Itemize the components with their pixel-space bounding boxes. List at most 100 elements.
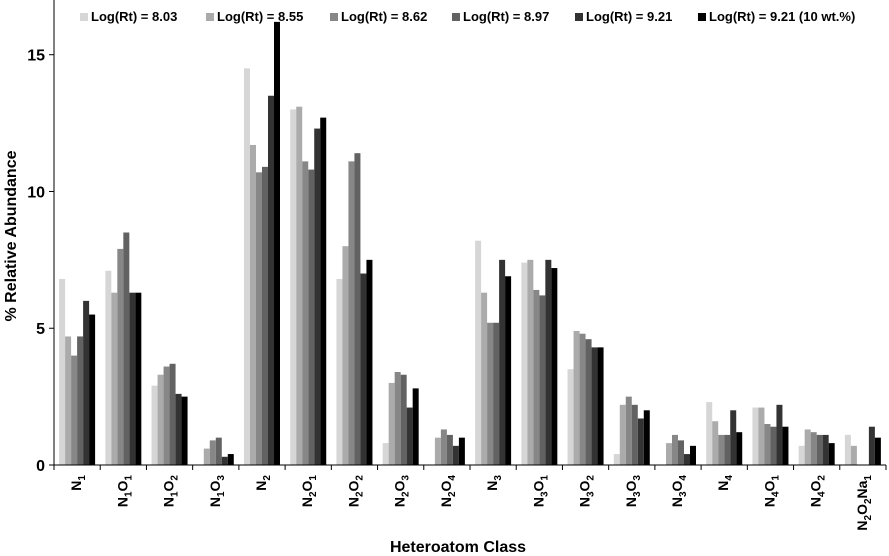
x-tick-label-element: N bbox=[345, 497, 361, 507]
x-tick-label-subscript: 1 bbox=[170, 491, 181, 497]
y-axis-title: % Relative Abundance bbox=[3, 150, 20, 321]
axes-group: 0 5 10 15 N1​ N1​O1​ N1​O2​ N1​O3​ N2​ N2​O1​ N2​O… bbox=[27, 0, 887, 531]
bar-series-5-category-8 bbox=[406, 407, 413, 465]
x-tick-label-subscript: 2 bbox=[262, 475, 273, 481]
x-tick-label-element: O bbox=[438, 480, 454, 491]
bar-series-4-category-5 bbox=[262, 166, 268, 465]
bar-series-4-category-2 bbox=[123, 232, 130, 465]
x-tick-label-subscript: 4 bbox=[447, 475, 458, 481]
bar-series-1-category-7 bbox=[336, 279, 343, 465]
bar-series-1-category-3 bbox=[151, 385, 158, 465]
x-tick-label: N2​O1​ bbox=[299, 475, 319, 508]
bar-series-1-category-6 bbox=[290, 109, 297, 465]
x-tick-label-subscript: 2 bbox=[308, 491, 319, 497]
x-tick-label-subscript: 3 bbox=[586, 491, 597, 497]
x-tick-label-element: O bbox=[808, 480, 824, 491]
bar-series-3-category-1 bbox=[71, 355, 78, 465]
x-tick-label-subscript: 4 bbox=[724, 475, 735, 481]
bar-series-2-category-12 bbox=[573, 330, 580, 465]
bar-series-4-category-6 bbox=[308, 169, 315, 465]
x-tick-label-subscript: 2 bbox=[354, 475, 365, 481]
bar-series-2-category-8 bbox=[388, 382, 395, 465]
bar-series-1-category-15 bbox=[706, 402, 713, 465]
bar-series-6-category-7 bbox=[366, 259, 373, 465]
legend: Log(Rt) = 8.03 Log(Rt) = 8.55 Log(Rt) = 8.… bbox=[80, 9, 855, 24]
legend-swatch-6 bbox=[698, 13, 706, 21]
x-tick-label: N2​O3​ bbox=[392, 475, 412, 508]
x-tick-label-element: N bbox=[854, 520, 870, 530]
x-tick-label-element: N bbox=[761, 497, 777, 507]
x-tick-label-subscript: 1 bbox=[123, 491, 134, 497]
x-tick-label-subscript: 3 bbox=[493, 475, 504, 481]
x-tick-label-element: N bbox=[392, 497, 408, 507]
bar-series-3-category-13 bbox=[625, 396, 632, 465]
bar-series-3-category-9 bbox=[440, 429, 447, 465]
bar-series-2-category-1 bbox=[65, 336, 72, 465]
x-tick-label: N4​ bbox=[715, 475, 735, 491]
bar-series-2-category-6 bbox=[296, 106, 303, 466]
bar-series-6-category-13 bbox=[643, 410, 650, 465]
x-tick-label-element: N bbox=[669, 497, 685, 507]
bar-series-4-category-4 bbox=[215, 437, 222, 465]
bar-series-4-category-17 bbox=[816, 434, 823, 465]
x-tick-label-element: O bbox=[761, 480, 777, 491]
bar-series-4-category-3 bbox=[169, 363, 176, 465]
bar-series-3-category-14 bbox=[672, 434, 678, 465]
x-tick-label-element: N bbox=[438, 497, 454, 507]
x-tick-label-element: O bbox=[345, 480, 361, 491]
bar-series-4-category-8 bbox=[400, 374, 407, 465]
x-tick-label: N4​O1​ bbox=[761, 475, 781, 508]
x-tick-label-element: O bbox=[577, 480, 593, 491]
bar-series-5-category-15 bbox=[730, 410, 737, 465]
x-tick-label-subscript: 1 bbox=[539, 475, 550, 481]
bar-series-6-category-9 bbox=[458, 437, 465, 465]
bar-series-3-category-2 bbox=[117, 248, 124, 465]
bar-series-1-category-18 bbox=[844, 434, 851, 465]
legend-label-1: Log(Rt) = 8.03 bbox=[91, 9, 177, 24]
y-tick-label: 10 bbox=[27, 184, 45, 201]
x-tick-label-element: N bbox=[253, 481, 269, 491]
x-tick-label-subscript: 2 bbox=[586, 475, 597, 481]
x-tick-label-subscript: 2 bbox=[863, 498, 874, 504]
bar-series-5-category-5 bbox=[268, 95, 274, 466]
x-tick-label-subscript: 2 bbox=[170, 475, 181, 481]
x-tick-label-element: N bbox=[530, 497, 546, 507]
x-tick-label: N2​O2​Na1​ bbox=[854, 475, 874, 531]
legend-swatch-4 bbox=[452, 13, 460, 21]
bar-series-5-category-6 bbox=[314, 128, 321, 465]
x-tick-label: N4​O2​ bbox=[808, 475, 828, 508]
bar-series-2-category-16 bbox=[758, 407, 765, 465]
x-tick-label-element: N bbox=[623, 497, 639, 507]
bar-series-2-category-15 bbox=[712, 421, 719, 465]
bar-series-5-category-4 bbox=[221, 456, 228, 465]
x-tick-label-element: N bbox=[299, 497, 315, 507]
x-tick-label-subscript: 3 bbox=[401, 475, 412, 481]
bar-series-5-category-13 bbox=[637, 418, 644, 465]
bar-series-1-category-12 bbox=[567, 369, 574, 465]
x-tick-label-subscript: 2 bbox=[354, 491, 365, 497]
x-tick-label: N3​O4​ bbox=[669, 475, 689, 508]
x-tick-label-element: O bbox=[161, 480, 177, 491]
bar-series-5-category-11 bbox=[545, 259, 552, 465]
x-tick-label-subscript: 4 bbox=[770, 491, 781, 497]
bar-series-2-category-3 bbox=[157, 374, 164, 465]
x-tick-label-subscript: 1 bbox=[216, 491, 227, 497]
bar-series-6-category-5 bbox=[274, 21, 280, 465]
bar-series-1-category-11 bbox=[521, 262, 528, 465]
bar-series-4-category-7 bbox=[354, 153, 361, 465]
bar-series-6-category-2 bbox=[135, 292, 142, 465]
bar-series-2-category-14 bbox=[666, 443, 672, 465]
bar-series-3-category-8 bbox=[394, 372, 401, 465]
x-tick-label-element: Na bbox=[854, 480, 870, 498]
x-tick-label: N2​O2​ bbox=[345, 475, 365, 508]
bar-series-6-category-16 bbox=[782, 426, 789, 465]
bar-series-2-category-7 bbox=[342, 246, 349, 465]
x-tick-label-subscript: 3 bbox=[539, 491, 550, 497]
bar-series-4-category-15 bbox=[724, 434, 731, 465]
bar-series-6-category-10 bbox=[505, 276, 512, 465]
legend-label-2: Log(Rt) = 8.55 bbox=[217, 9, 303, 24]
bar-series-6-category-11 bbox=[551, 268, 558, 465]
bar-series-5-category-10 bbox=[499, 259, 506, 465]
